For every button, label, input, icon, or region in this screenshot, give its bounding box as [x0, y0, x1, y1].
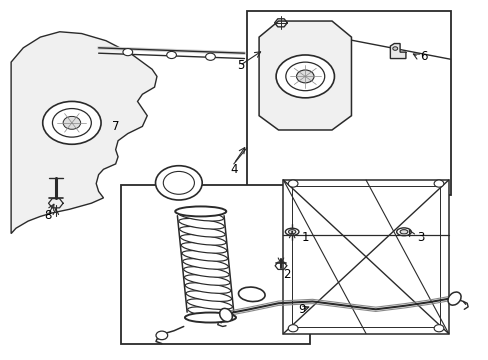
Circle shape — [285, 62, 324, 91]
Bar — [283, 180, 448, 334]
Ellipse shape — [175, 206, 226, 216]
Ellipse shape — [179, 219, 224, 229]
Ellipse shape — [180, 235, 225, 245]
Bar — [291, 186, 439, 327]
Ellipse shape — [219, 309, 232, 322]
Text: 8: 8 — [44, 209, 51, 222]
Ellipse shape — [184, 312, 236, 323]
Ellipse shape — [399, 230, 407, 234]
Circle shape — [433, 180, 443, 187]
Circle shape — [63, 116, 81, 129]
Ellipse shape — [185, 283, 230, 293]
Circle shape — [122, 49, 132, 56]
Circle shape — [205, 53, 215, 60]
Ellipse shape — [238, 287, 264, 302]
Circle shape — [163, 171, 194, 194]
Circle shape — [42, 102, 101, 144]
Circle shape — [433, 325, 443, 332]
Circle shape — [276, 55, 334, 98]
Polygon shape — [389, 44, 405, 59]
Circle shape — [287, 180, 297, 187]
Ellipse shape — [181, 243, 226, 253]
Circle shape — [296, 70, 313, 83]
Ellipse shape — [183, 267, 229, 277]
Circle shape — [156, 331, 167, 340]
Circle shape — [287, 325, 297, 332]
Text: 2: 2 — [283, 268, 290, 281]
Ellipse shape — [187, 307, 233, 318]
Text: 7: 7 — [112, 120, 119, 133]
Text: 4: 4 — [229, 163, 237, 176]
Ellipse shape — [447, 292, 460, 305]
Text: 1: 1 — [301, 231, 309, 244]
Bar — [120, 185, 309, 343]
Text: 6: 6 — [420, 50, 427, 63]
Ellipse shape — [182, 251, 227, 261]
Circle shape — [52, 109, 91, 137]
Ellipse shape — [186, 299, 232, 310]
Text: 3: 3 — [416, 231, 424, 244]
Ellipse shape — [183, 258, 228, 269]
Ellipse shape — [179, 226, 224, 237]
Bar — [246, 12, 450, 195]
Circle shape — [166, 51, 176, 59]
Ellipse shape — [285, 228, 298, 235]
Text: 9: 9 — [298, 303, 305, 316]
Ellipse shape — [288, 230, 295, 234]
Text: 5: 5 — [237, 59, 244, 72]
Circle shape — [155, 166, 202, 200]
Ellipse shape — [396, 228, 410, 236]
Circle shape — [392, 47, 397, 50]
Ellipse shape — [186, 291, 231, 301]
Polygon shape — [259, 21, 351, 130]
Ellipse shape — [184, 275, 229, 285]
Polygon shape — [11, 32, 157, 234]
Ellipse shape — [178, 211, 223, 221]
